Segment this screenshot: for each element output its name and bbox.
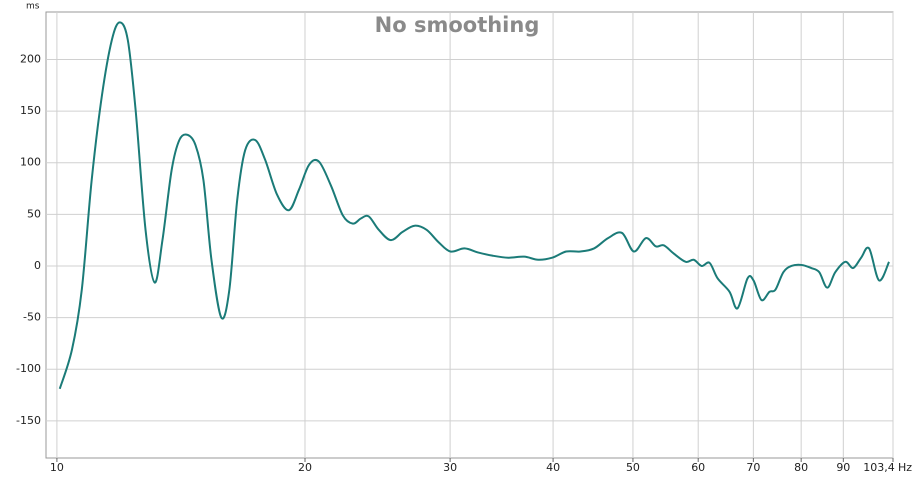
y-tick-label: -50 — [23, 311, 41, 324]
y-tick-label: -150 — [16, 414, 41, 427]
x-tick-label: 60 — [691, 461, 705, 474]
chart-title: No smoothing — [375, 13, 540, 37]
x-tick-label: 90 — [836, 461, 850, 474]
y-tick-label: 100 — [20, 156, 41, 169]
x-tick-label: 20 — [298, 461, 312, 474]
y-tick-label: -100 — [16, 362, 41, 375]
y-tick-label: 50 — [27, 207, 41, 220]
y-tick-label: 200 — [20, 52, 41, 65]
x-unit: Hz — [898, 461, 912, 474]
y-tick-label: 150 — [20, 104, 41, 117]
x-tick-label: 30 — [443, 461, 457, 474]
x-tick-label: 80 — [794, 461, 808, 474]
x-tick-label: 50 — [626, 461, 640, 474]
x-tick-label: 40 — [546, 461, 560, 474]
x-tick-label: 70 — [746, 461, 760, 474]
x-tick-label: 103,4 — [863, 461, 895, 474]
data-line — [58, 21, 890, 390]
y-tick-label: 0 — [34, 259, 41, 272]
y-unit: ms — [26, 2, 40, 12]
x-tick-label: 10 — [50, 461, 64, 474]
plot-frame — [45, 11, 894, 459]
